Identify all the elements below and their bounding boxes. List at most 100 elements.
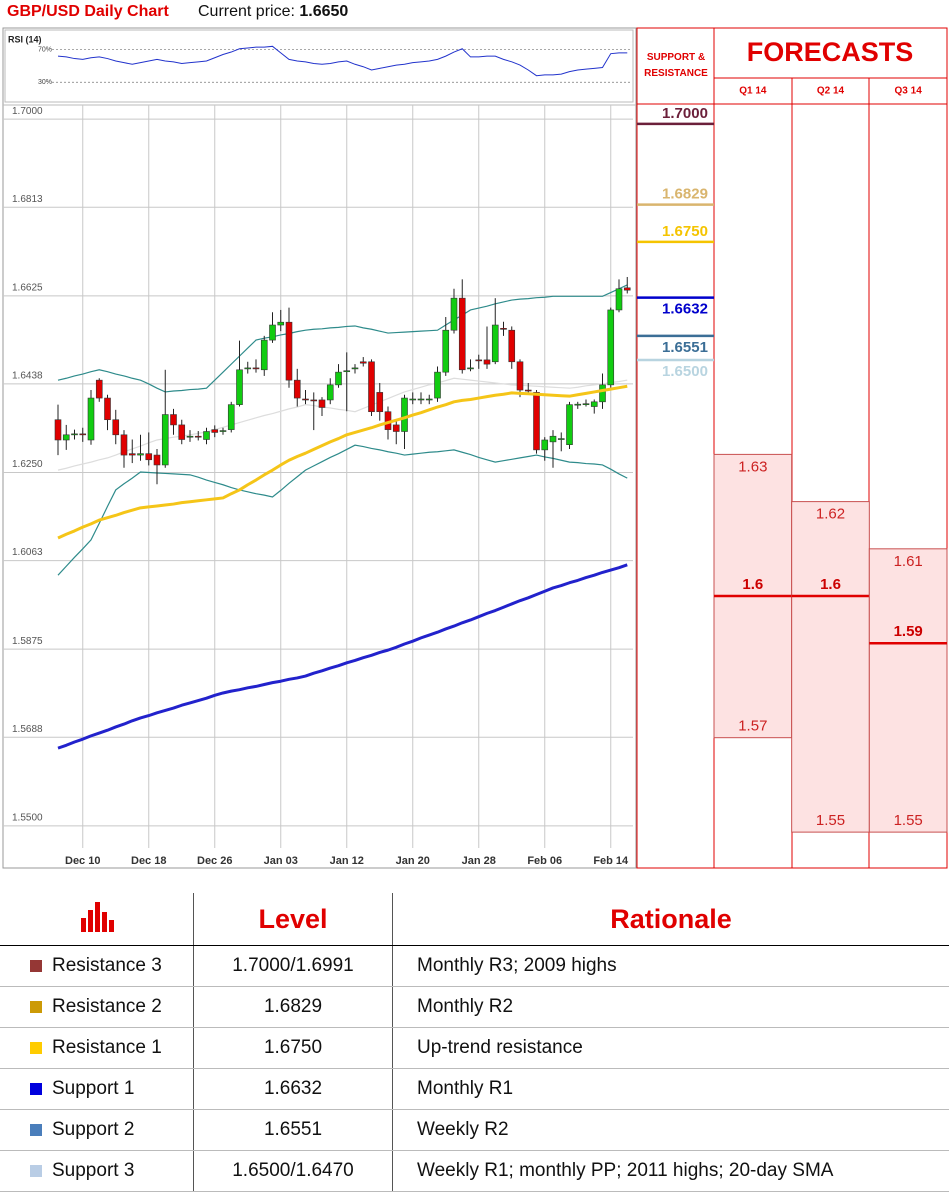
level-label: 1.6632: [662, 301, 708, 318]
high-label: 1.62: [816, 506, 845, 523]
candle-body: [145, 453, 153, 461]
table-row: Resistance 1 1.6750 Up-trend resistance: [0, 1027, 949, 1069]
x-tick-label: Feb 14: [593, 855, 629, 867]
candle-body: [112, 419, 120, 436]
indicator-line: [57, 444, 628, 576]
level-cell: 1.6829: [193, 986, 393, 1028]
candle-body: [219, 430, 227, 432]
x-tick-label: Jan 20: [396, 855, 430, 867]
candle-body: [79, 433, 87, 436]
x-tick-label: Dec 26: [197, 855, 232, 867]
table-body: Resistance 3 1.7000/1.6991 Monthly R3; 200…: [0, 945, 949, 1192]
candle-body: [170, 414, 177, 426]
y-tick-label: 70%: [38, 46, 52, 53]
candle-body: [260, 339, 268, 371]
candle-body: [178, 424, 186, 440]
rationale-cell: Monthly R1: [392, 1068, 949, 1110]
candle-body: [434, 371, 441, 399]
category-label: Q3 14: [895, 86, 923, 97]
category-label: Q1 14: [739, 86, 767, 97]
low-label: 1.55: [816, 812, 845, 829]
candle-body: [203, 431, 210, 440]
level-cell: 1.7000/1.6991: [193, 945, 393, 987]
candle-body: [244, 367, 252, 370]
icon-cell: [0, 893, 194, 946]
rationale-cell: Monthly R2: [392, 986, 949, 1028]
candle-body: [524, 389, 532, 392]
candle-body: [590, 401, 598, 407]
table-row: Resistance 2 1.6829 Monthly R2: [0, 986, 949, 1028]
candle-body: [549, 435, 557, 443]
row-name-cell: Support 3: [0, 1150, 194, 1192]
candle-body: [409, 398, 417, 401]
candle-body: [508, 329, 516, 363]
candle-body: [392, 424, 400, 432]
candle-body: [541, 439, 549, 451]
row-name-cell: Resistance 1: [0, 1027, 194, 1069]
candle-body: [425, 398, 433, 401]
candle-body: [104, 397, 111, 421]
candle-body: [252, 367, 260, 370]
level-cell: 1.6500/1.6470: [193, 1150, 393, 1192]
candle-body: [326, 384, 334, 401]
high-label: 1.63: [738, 458, 767, 475]
candle-body: [368, 361, 375, 413]
candle-body: [343, 370, 351, 373]
candle-body: [533, 392, 540, 451]
y-tick-label: 1.5500: [12, 812, 43, 823]
level-label: 1.6829: [662, 186, 708, 203]
row-name-cell: Resistance 3: [0, 945, 194, 987]
y-tick-label: 1.7000: [12, 106, 43, 117]
row-name: Support 2: [52, 1119, 135, 1140]
candle-body: [87, 397, 95, 441]
level-cell: 1.6551: [193, 1109, 393, 1151]
candle-body: [615, 288, 623, 311]
column-header: Rationale: [392, 893, 949, 946]
candle-body: [516, 361, 524, 391]
y-tick-label: 1.6625: [12, 282, 43, 293]
level-label: 1.7000: [662, 105, 708, 122]
x-tick-label: Jan 03: [264, 855, 298, 867]
forecast-range: [868, 548, 948, 833]
candle-body: [450, 297, 458, 331]
legend-swatch: [30, 1123, 42, 1136]
candle-body: [566, 404, 573, 445]
charts: FORECASTS RSI (14) 1.7000 1.6813 1.6625 1.6…: [2, 27, 948, 869]
rsi-line: [57, 45, 628, 77]
row-name-cell: Support 1: [0, 1068, 194, 1110]
candle-body: [95, 379, 103, 399]
candle-body: [302, 398, 309, 401]
candle-body: [582, 403, 590, 406]
bar-icon: [80, 901, 114, 932]
candle-body: [128, 453, 136, 456]
candle-body: [442, 329, 450, 373]
y-tick-label: 1.6063: [12, 547, 43, 558]
candle-body: [500, 328, 507, 330]
candle-body: [194, 435, 202, 438]
price-label: Current price:: [198, 3, 295, 20]
row-name: Support 3: [52, 1160, 135, 1181]
chart-frame: [2, 27, 637, 869]
candle-body: [607, 309, 615, 386]
candle-body: [335, 371, 342, 386]
level-label: 1.6551: [662, 339, 708, 356]
moving-average: [57, 563, 628, 750]
candle-body: [54, 419, 62, 441]
candle-body: [574, 403, 582, 406]
candle-body: [318, 399, 326, 408]
candle-body: [137, 453, 144, 456]
candle-body: [293, 379, 301, 399]
row-name-cell: Resistance 2: [0, 986, 194, 1028]
candle-body: [310, 399, 318, 402]
candle-body: [623, 287, 631, 291]
sr-title: SUPPORT & RESISTANCE: [644, 52, 708, 79]
x-tick-label: Dec 18: [131, 855, 166, 867]
candle-body: [269, 324, 276, 341]
level-cell: 1.6750: [193, 1027, 393, 1069]
y-tick-label: 1.5875: [12, 636, 43, 647]
row-name-cell: Support 2: [0, 1109, 194, 1151]
candle-body: [277, 321, 285, 326]
candle-body: [467, 367, 474, 370]
table-row: Resistance 3 1.7000/1.6991 Monthly R3; 200…: [0, 945, 949, 987]
table-row: Support 1 1.6632 Monthly R1: [0, 1068, 949, 1110]
